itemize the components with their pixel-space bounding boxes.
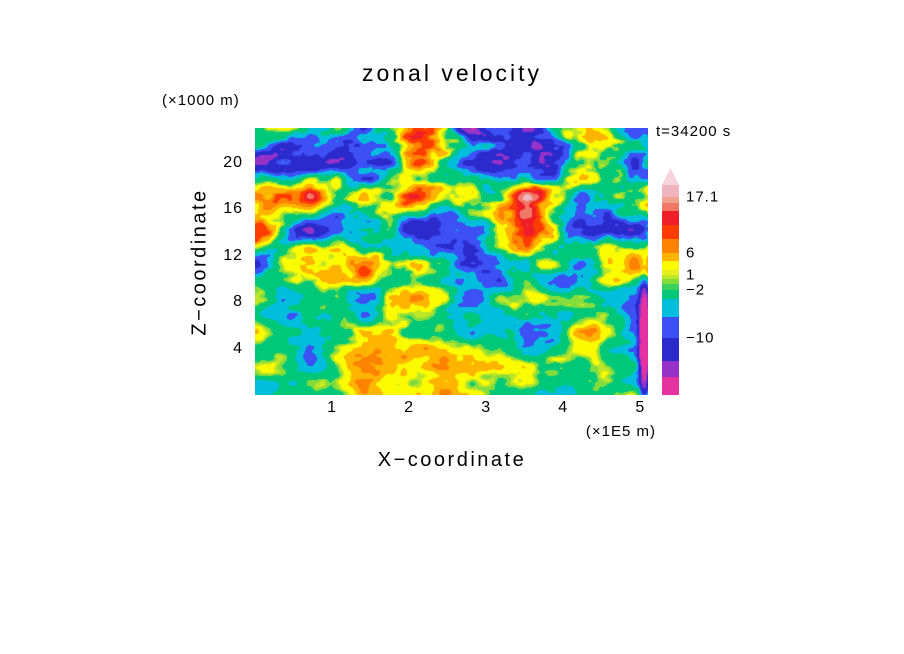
colorbar-segment — [662, 203, 679, 211]
time-annotation: t=34200 s — [656, 123, 732, 140]
colorbar-segment — [662, 275, 679, 279]
x-tick-label: 4 — [558, 399, 569, 416]
y-tick-label: 4 — [233, 339, 243, 357]
colorbar-segment — [662, 253, 679, 261]
colorbar-tick-label: 6 — [686, 245, 695, 262]
colorbar-segment — [662, 225, 679, 239]
colorbar-segment — [662, 279, 679, 284]
colorbar-tick-label: 17.1 — [686, 189, 719, 206]
colorbar-tick-label: 1 — [686, 267, 695, 284]
x-tick-label: 3 — [481, 399, 492, 416]
y-tick-label: 16 — [223, 200, 243, 218]
colorbar-segment — [662, 211, 679, 225]
y-tick-label: 12 — [223, 246, 243, 264]
colorbar: 17.1 6 1−2 −10 — [662, 168, 719, 395]
colorbar-segment — [662, 261, 679, 270]
colorbar-segment — [662, 299, 679, 317]
colorbar-tick-label: −2 — [686, 282, 705, 299]
plot-area — [255, 128, 648, 395]
colorbar-segment — [662, 185, 679, 197]
y-axis-label: Z−coordinate — [188, 188, 211, 336]
y-tick-label: 8 — [233, 293, 243, 311]
colorbar-segment — [662, 290, 679, 299]
x-tick-label: 2 — [404, 399, 415, 416]
colorbar-segment — [662, 197, 679, 203]
colorbar-arrow-tip — [662, 168, 679, 185]
x-tick-label: 1 — [327, 399, 337, 416]
x-axis-label: X−coordinate — [377, 449, 527, 471]
colorbar-segment — [662, 270, 679, 275]
colorbar-segment — [662, 377, 679, 395]
colorbar-segment — [662, 338, 679, 361]
heatmap-canvas — [255, 128, 648, 395]
chart-title: zonal velocity — [361, 60, 543, 86]
colorbar-segment — [662, 284, 679, 290]
x-axis-unit: (×1E5 m) — [585, 423, 656, 440]
colorbar-segment — [662, 317, 679, 338]
x-tick-label: 5 — [635, 399, 646, 416]
y-axis-unit: (×1000 m) — [162, 92, 240, 109]
y-tick-label: 20 — [223, 153, 243, 171]
colorbar-tick-label: −10 — [686, 330, 714, 347]
colorbar-segment — [662, 239, 679, 253]
colorbar-segment — [662, 361, 679, 377]
